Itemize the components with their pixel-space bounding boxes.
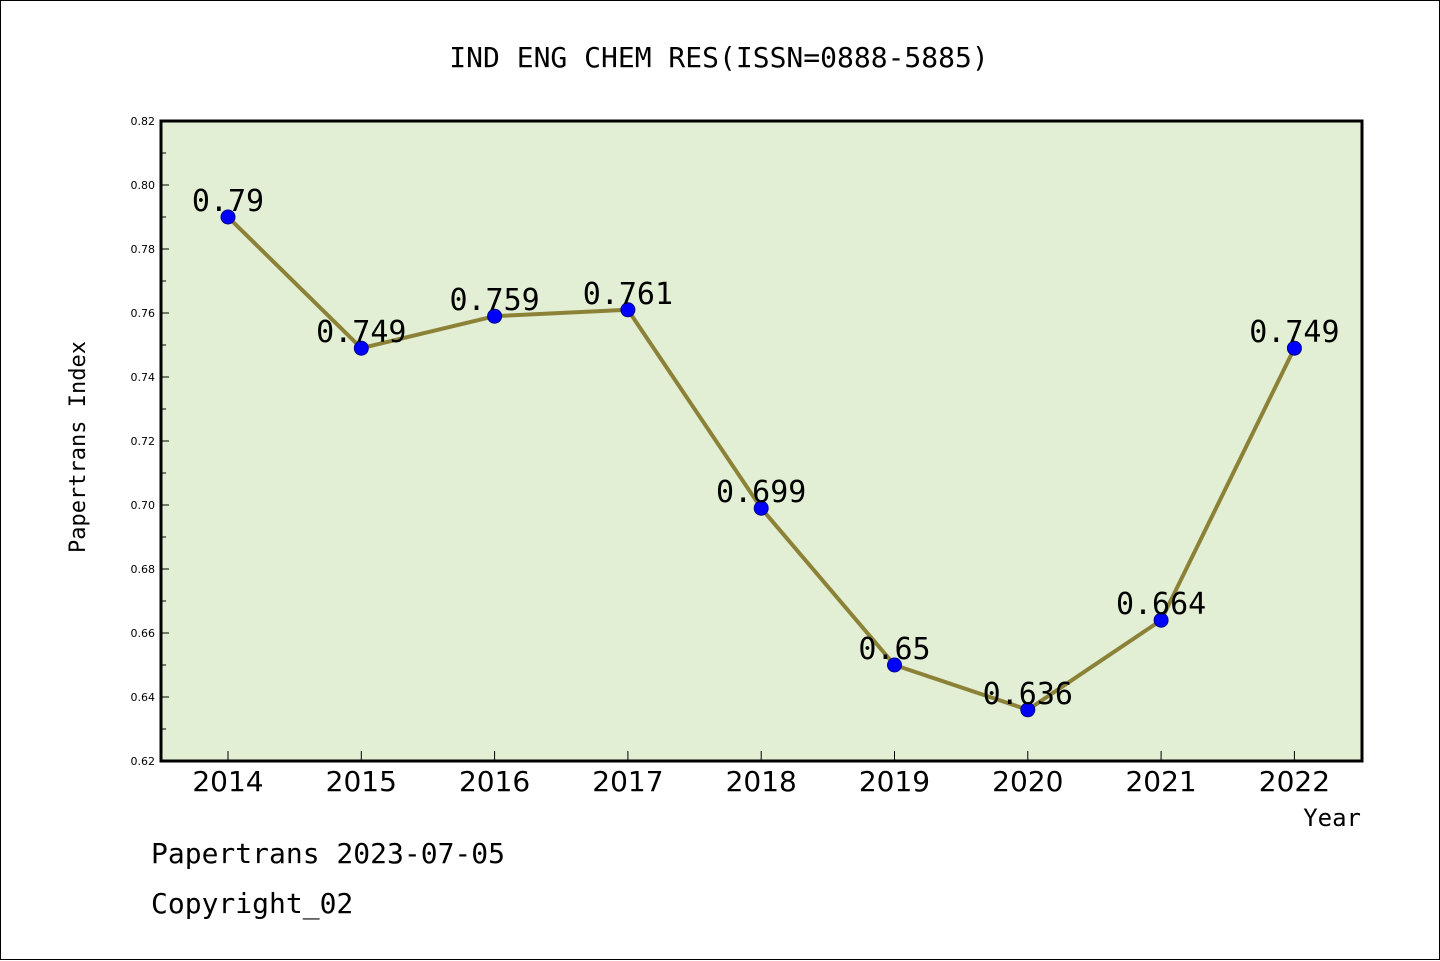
data-point — [1020, 702, 1036, 718]
x-tick-label: 2019 — [859, 765, 930, 798]
footer-copyright: Copyright_02 — [151, 887, 354, 920]
x-axis-label: Year — [1303, 804, 1361, 832]
plot-area — [159, 119, 1364, 763]
data-point — [353, 340, 369, 356]
data-label: 0.636 — [983, 677, 1073, 712]
data-label: 0.749 — [316, 315, 406, 350]
data-point — [1153, 612, 1169, 628]
y-axis-label: Papertrans Index — [66, 341, 91, 553]
data-point — [1286, 340, 1302, 356]
data-label: 0.749 — [1249, 315, 1339, 350]
x-tick-label: 2016 — [459, 765, 530, 798]
y-tick-label: 0.74 — [131, 371, 156, 384]
data-point — [620, 302, 636, 318]
y-tick-label: 0.68 — [131, 563, 156, 576]
data-point — [487, 308, 503, 324]
y-tick-label: 0.82 — [131, 115, 156, 128]
y-tick-label: 0.66 — [131, 627, 156, 640]
chart-title: IND ENG CHEM RES(ISSN=0888-5885) — [449, 41, 988, 74]
y-tick-label: 0.80 — [131, 179, 156, 192]
x-tick-label: 2017 — [592, 765, 663, 798]
x-tick-label: 2018 — [726, 765, 797, 798]
x-tick-label: 2015 — [326, 765, 397, 798]
x-axis-ticks: 2014 2015 2016 2017 2018 2019 2020 2021 2022 — [192, 751, 1330, 798]
data-label: 0.79 — [192, 184, 264, 219]
data-label: 0.699 — [716, 475, 806, 510]
data-points — [220, 209, 1302, 718]
data-point — [887, 657, 902, 673]
data-label: 0.664 — [1116, 587, 1206, 622]
footer-date: Papertrans 2023-07-05 — [151, 837, 506, 870]
data-label: 0.759 — [449, 283, 539, 318]
data-label: 0.761 — [583, 277, 673, 312]
y-tick-label: 0.78 — [131, 243, 156, 256]
x-tick-label: 2022 — [1259, 765, 1330, 798]
y-tick-label: 0.62 — [131, 755, 156, 768]
data-labels: 0.79 0.749 0.759 0.761 0.699 0.65 0.636 0.664 0.… — [192, 184, 1340, 712]
data-point — [220, 209, 236, 225]
data-point — [753, 500, 769, 516]
y-axis-ticks: 0.62 0.64 0.66 0.68 0.70 0.72 0.74 0.76 0.78 0.80… — [131, 115, 169, 768]
data-label: 0.65 — [858, 632, 930, 667]
x-tick-label: 2020 — [992, 765, 1063, 798]
y-tick-label: 0.72 — [131, 435, 156, 448]
y-tick-label: 0.76 — [131, 307, 156, 320]
y-tick-label: 0.70 — [131, 499, 156, 512]
x-tick-label: 2014 — [192, 765, 263, 798]
x-tick-label: 2021 — [1125, 765, 1196, 798]
y-tick-label: 0.64 — [131, 691, 156, 704]
